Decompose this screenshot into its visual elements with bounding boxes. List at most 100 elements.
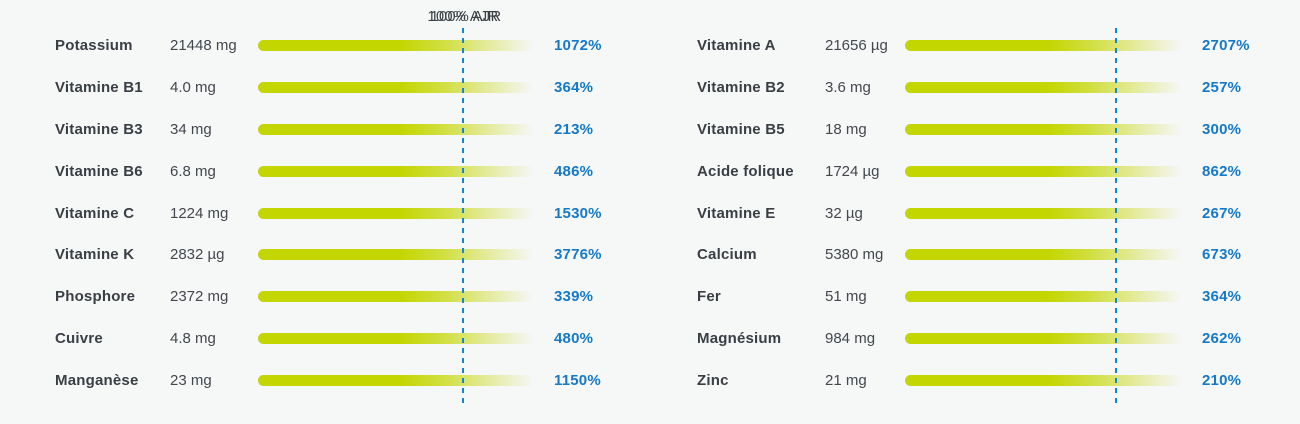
- nutrient-bar: [905, 332, 1190, 344]
- nutrient-name: Cuivre: [55, 329, 103, 347]
- nutrient-amount: 2372 mg: [170, 288, 229, 306]
- nutrient-name: Manganèse: [55, 371, 139, 389]
- nutrient-bar: [905, 82, 1190, 94]
- nutrient-name: Calcium: [697, 246, 757, 264]
- nutrient-name: Zinc: [697, 371, 729, 389]
- nutrient-percent: 300%: [1202, 120, 1242, 138]
- bar-fill: [258, 40, 542, 52]
- nutrient-amount: 34 mg: [170, 120, 212, 138]
- nutrient-row: Vitamine B1 4.0 mg 364%: [0, 67, 650, 109]
- nutrient-bar: [905, 207, 1190, 219]
- nutrient-percent: 1530%: [554, 204, 602, 222]
- nutrient-amount: 1224 mg: [170, 204, 229, 222]
- nutrient-amount: 4.0 mg: [170, 79, 216, 97]
- nutrient-percent: 267%: [1202, 204, 1242, 222]
- nutrient-name: Vitamine B1: [55, 79, 143, 97]
- nutrient-row: Vitamine K 2832 µg 3776%: [0, 234, 650, 276]
- bar-fill: [905, 249, 1190, 261]
- rows-container-right: Vitamine A 21656 µg 2707% Vitamine B2 3.…: [650, 25, 1300, 401]
- nutrient-percent: 257%: [1202, 79, 1242, 97]
- nutrient-amount: 4.8 mg: [170, 329, 216, 347]
- nutrient-row: Vitamine B3 34 mg 213%: [0, 109, 650, 151]
- nutrient-name: Vitamine B6: [55, 162, 143, 180]
- nutrient-bar: [258, 40, 542, 52]
- nutrient-bar: [258, 249, 542, 261]
- nutrient-name: Vitamine B3: [55, 120, 143, 138]
- nutrient-bar: [905, 123, 1190, 135]
- bar-fill: [258, 374, 542, 386]
- nutrient-row: Acide folique 1724 µg 862%: [650, 150, 1300, 192]
- nutrient-percent: 2707%: [1202, 37, 1250, 55]
- nutrient-percent: 3776%: [554, 246, 602, 264]
- nutrient-amount: 2832 µg: [170, 246, 225, 264]
- nutrient-percent: 1072%: [554, 37, 602, 55]
- reference-line: [1115, 28, 1117, 403]
- nutrient-bar: [258, 165, 542, 177]
- nutrient-name: Vitamine B2: [697, 79, 785, 97]
- nutrient-percent: 480%: [554, 329, 594, 347]
- nutrient-bar: [258, 374, 542, 386]
- nutrient-name: Phosphore: [55, 288, 136, 306]
- nutrient-row: Vitamine E 32 µg 267%: [650, 192, 1300, 234]
- nutrient-bar: [905, 40, 1190, 52]
- nutrient-percent: 673%: [1202, 246, 1242, 264]
- nutrient-row: Magnésium 984 mg 262%: [650, 318, 1300, 360]
- nutrient-amount: 21 mg: [825, 371, 867, 389]
- nutrient-bar: [905, 291, 1190, 303]
- nutrient-amount: 21448 mg: [170, 37, 237, 55]
- nutrient-percent: 486%: [554, 162, 594, 180]
- nutrient-bar: [258, 123, 542, 135]
- nutrient-row: Vitamine C 1224 mg 1530%: [0, 192, 650, 234]
- bar-fill: [905, 82, 1190, 94]
- nutrient-bar: [258, 291, 542, 303]
- nutrient-bar: [258, 332, 542, 344]
- nutrient-row: Calcium 5380 mg 673%: [650, 234, 1300, 276]
- nutrient-name: Fer: [697, 288, 721, 306]
- bar-fill: [258, 291, 542, 303]
- reference-line: [462, 28, 464, 403]
- nutrient-row: Vitamine B5 18 mg 300%: [650, 109, 1300, 151]
- bar-fill: [905, 207, 1190, 219]
- nutrient-amount: 32 µg: [825, 204, 863, 222]
- nutrient-row: Cuivre 4.8 mg 480%: [0, 318, 650, 360]
- nutrient-name: Vitamine C: [55, 204, 135, 222]
- nutrient-amount: 21656 µg: [825, 37, 888, 55]
- nutrient-amount: 3.6 mg: [825, 79, 871, 97]
- nutrient-name: Potassium: [55, 37, 133, 55]
- nutrient-bar: [905, 249, 1190, 261]
- reference-line-label: 100% AJR: [427, 9, 499, 25]
- nutrient-row: Vitamine A 21656 µg 2707%: [650, 25, 1300, 67]
- nutrient-amount: 5380 mg: [825, 246, 884, 264]
- nutrient-name: Vitamine B5: [697, 120, 785, 138]
- bar-fill: [258, 207, 542, 219]
- nutrient-bar: [258, 207, 542, 219]
- nutrient-percent: 364%: [1202, 288, 1242, 306]
- nutrient-percent: 213%: [554, 120, 594, 138]
- nutrient-row: Vitamine B6 6.8 mg 486%: [0, 150, 650, 192]
- nutrient-percent: 262%: [1202, 329, 1242, 347]
- bar-fill: [258, 123, 542, 135]
- bar-fill: [905, 123, 1190, 135]
- bar-fill: [905, 374, 1190, 386]
- bar-fill: [258, 165, 542, 177]
- bar-fill: [905, 332, 1190, 344]
- nutrient-row: Fer 51 mg 364%: [650, 276, 1300, 318]
- nutrient-percent: 364%: [554, 79, 594, 97]
- reference-line-label: 100% AJR: [430, 9, 502, 25]
- nutrient-bar: [905, 165, 1190, 177]
- rows-container-left: Potassium 21448 mg 1072% Vitamine B1 4.0…: [0, 25, 650, 401]
- nutrient-amount: 18 mg: [825, 120, 867, 138]
- nutrient-row: Manganèse 23 mg 1150%: [0, 359, 650, 401]
- nutrient-name: Vitamine A: [697, 37, 776, 55]
- nutrient-amount: 6.8 mg: [170, 162, 216, 180]
- bar-fill: [258, 332, 542, 344]
- bar-fill: [905, 40, 1190, 52]
- nutrient-amount: 23 mg: [170, 371, 212, 389]
- nutrient-percent: 339%: [554, 288, 594, 306]
- nutrient-percent: 862%: [1202, 162, 1242, 180]
- nutrient-bar: [905, 374, 1190, 386]
- nutrient-row: Vitamine B2 3.6 mg 257%: [650, 67, 1300, 109]
- nutrient-bar: [258, 82, 542, 94]
- nutrient-row: Phosphore 2372 mg 339%: [0, 276, 650, 318]
- nutrient-percent: 210%: [1202, 371, 1242, 389]
